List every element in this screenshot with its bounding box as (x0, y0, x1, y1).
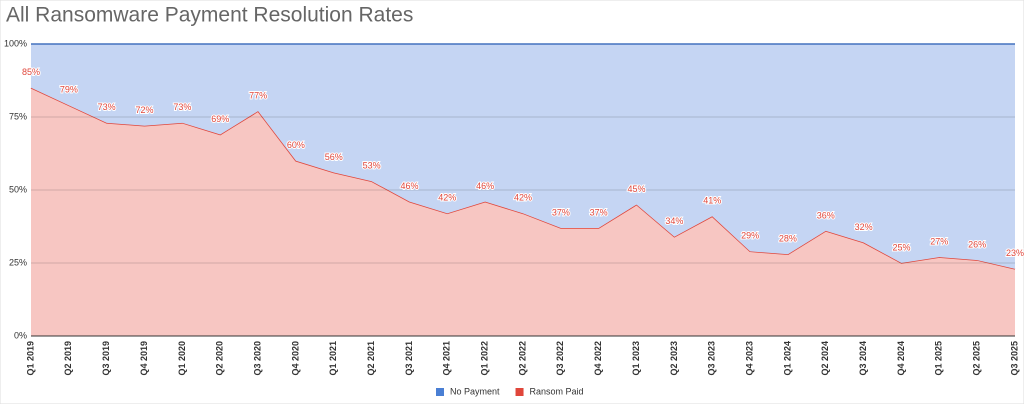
legend-label: No Payment (450, 386, 500, 396)
data-label: 46% (476, 181, 494, 191)
data-label: 29% (741, 231, 759, 241)
data-label: 27% (930, 237, 948, 247)
x-tick-label: Q1 2019 (25, 341, 35, 376)
data-label: 46% (400, 181, 418, 191)
x-tick-label: Q3 2020 (252, 341, 262, 376)
y-tick-label: 25% (9, 257, 27, 267)
legend-label: Ransom Paid (530, 386, 584, 396)
data-label: 37% (590, 207, 608, 217)
data-label: 73% (98, 102, 116, 112)
x-tick-label: Q2 2021 (366, 341, 376, 376)
data-label: 73% (173, 102, 191, 112)
x-tick-label: Q3 2022 (555, 341, 565, 376)
x-tick-label: Q1 2020 (177, 341, 187, 376)
x-tick-label: Q3 2021 (404, 341, 414, 376)
y-tick-label: 50% (9, 184, 27, 194)
x-tick-label: Q3 2023 (707, 341, 717, 376)
x-tick-label: Q3 2024 (858, 341, 868, 376)
x-tick-label: Q3 2025 (1009, 341, 1019, 376)
x-tick-label: Q2 2025 (972, 341, 982, 376)
data-label: 85% (22, 67, 40, 77)
data-label: 34% (665, 216, 683, 226)
x-tick-label: Q1 2021 (328, 341, 338, 376)
x-tick-label: Q2 2022 (517, 341, 527, 376)
legend-swatch (515, 388, 524, 396)
area (31, 87, 1015, 336)
data-label: 60% (287, 140, 305, 150)
x-tick-label: Q1 2023 (631, 341, 641, 376)
x-tick-label: Q4 2021 (442, 341, 452, 376)
data-label: 53% (363, 161, 381, 171)
x-tick-label: Q3 2019 (101, 341, 111, 376)
x-tick-label: Q4 2020 (290, 341, 300, 376)
x-tick-label: Q4 2023 (744, 341, 754, 376)
chart-title: All Ransomware Payment Resolution Rates (6, 4, 413, 27)
data-label: 42% (514, 193, 532, 203)
x-tick-label: Q1 2025 (934, 341, 944, 376)
x-tick-label: Q2 2023 (669, 341, 679, 376)
data-label: 72% (136, 105, 154, 115)
x-tick-label: Q1 2024 (782, 341, 792, 376)
x-tick-label: Q2 2024 (820, 341, 830, 376)
data-label: 37% (552, 207, 570, 217)
y-tick-label: 100% (4, 38, 27, 48)
area (31, 44, 1015, 269)
x-tick-label: Q4 2024 (896, 341, 906, 376)
data-label: 25% (892, 242, 910, 252)
x-tick-label: Q4 2022 (593, 341, 603, 376)
data-label: 69% (211, 114, 229, 124)
data-label: 36% (817, 210, 835, 220)
data-label: 23% (1006, 248, 1024, 258)
data-label: 56% (325, 152, 343, 162)
data-label: 32% (855, 222, 873, 232)
y-tick-label: 75% (9, 111, 27, 121)
data-label: 26% (968, 239, 986, 249)
data-label: 41% (703, 196, 721, 206)
data-label: 42% (438, 193, 456, 203)
data-label: 45% (628, 184, 646, 194)
x-tick-label: Q2 2019 (63, 341, 73, 376)
x-tick-label: Q2 2020 (215, 341, 225, 376)
data-label: 79% (60, 85, 78, 95)
legend-swatch (436, 388, 444, 396)
data-label: 28% (779, 234, 797, 244)
data-label: 77% (249, 91, 267, 101)
y-tick-label: 0% (14, 330, 27, 340)
x-tick-label: Q4 2019 (139, 341, 149, 376)
x-tick-label: Q1 2022 (480, 341, 490, 376)
